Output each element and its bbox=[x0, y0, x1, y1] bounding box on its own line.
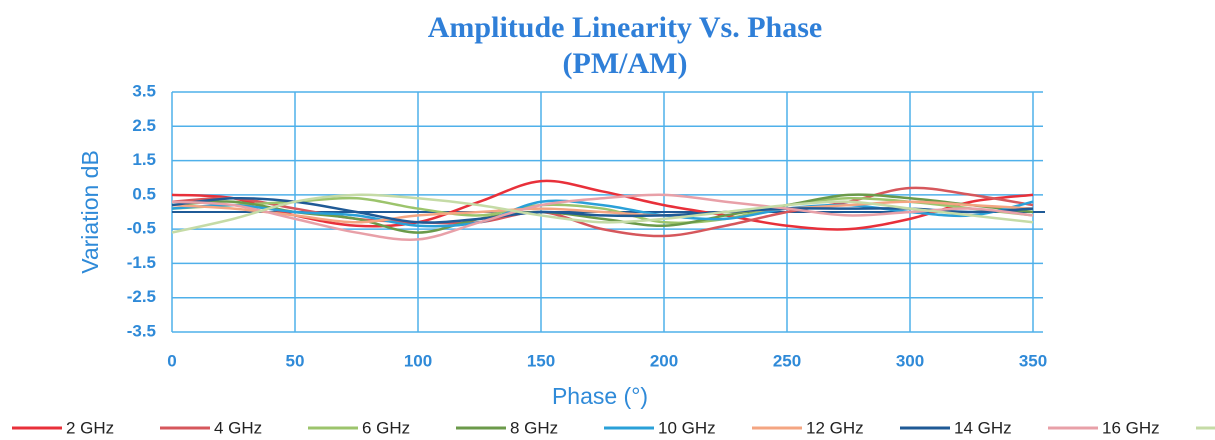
x-axis-label: Phase (°) bbox=[552, 383, 648, 409]
chart-title: Amplitude Linearity Vs. Phase bbox=[428, 11, 822, 44]
y-tick-label: -1.5 bbox=[127, 253, 156, 272]
x-tick-label: 200 bbox=[650, 351, 678, 370]
x-tick-label: 100 bbox=[404, 351, 432, 370]
y-tick-label: -3.5 bbox=[127, 321, 156, 340]
legend-label: 4 GHz bbox=[214, 418, 262, 437]
legend-label: 16 GHz bbox=[1102, 418, 1160, 437]
y-tick-label: 0.5 bbox=[132, 184, 156, 203]
series-line bbox=[171, 193, 1034, 242]
series-line bbox=[171, 179, 1034, 231]
y-tick-label: -2.5 bbox=[127, 287, 156, 306]
x-tick-label: 350 bbox=[1019, 351, 1047, 370]
series-line bbox=[171, 196, 1034, 225]
legend-label: 8 GHz bbox=[510, 418, 558, 437]
legend-label: 2 GHz bbox=[66, 418, 114, 437]
y-tick-label: 2.5 bbox=[132, 116, 156, 135]
series-line bbox=[171, 199, 1034, 228]
series-line bbox=[171, 200, 1034, 224]
legend-label: 14 GHz bbox=[954, 418, 1012, 437]
y-axis-label: Variation dB bbox=[77, 150, 103, 274]
x-tick-label: 150 bbox=[527, 351, 555, 370]
legend-label: 6 GHz bbox=[362, 418, 410, 437]
legend-label: 10 GHz bbox=[658, 418, 716, 437]
x-tick-label: 50 bbox=[286, 351, 305, 370]
x-tick-label: 300 bbox=[896, 351, 924, 370]
y-tick-label: 3.5 bbox=[132, 81, 156, 100]
series-line bbox=[171, 193, 1034, 234]
y-tick-label: -0.5 bbox=[127, 219, 156, 238]
legend-label: 12 GHz bbox=[806, 418, 864, 437]
y-tick-label: 1.5 bbox=[132, 150, 156, 169]
chart-subtitle: (PM/AM) bbox=[563, 47, 688, 80]
x-tick-label: 250 bbox=[773, 351, 801, 370]
x-tick-label: 0 bbox=[167, 351, 176, 370]
series-line bbox=[171, 196, 1034, 224]
